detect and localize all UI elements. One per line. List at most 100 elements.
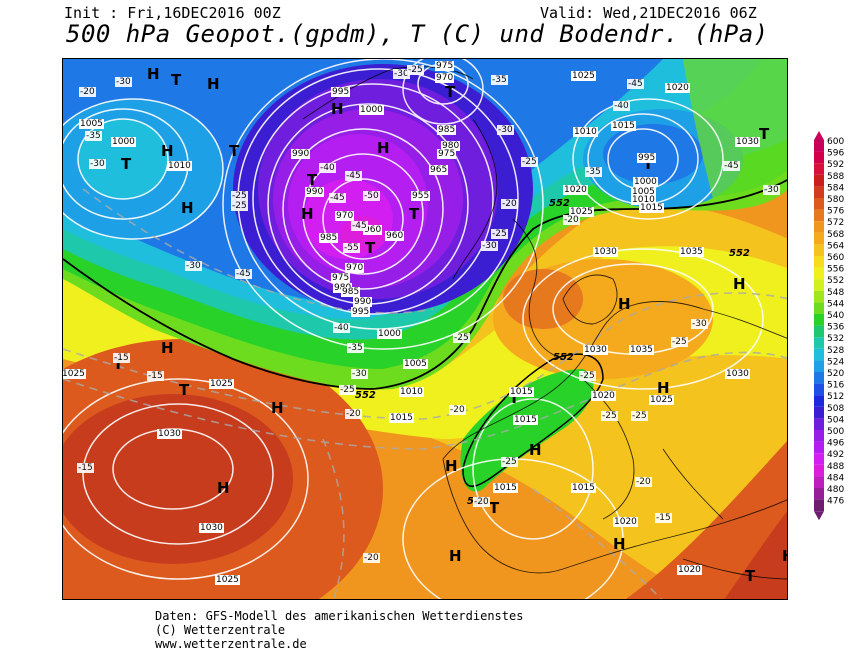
- legend-label: 476: [827, 497, 844, 507]
- isobar-label: 1020: [591, 391, 616, 401]
- legend-label: 508: [827, 404, 844, 414]
- legend-swatch: [814, 163, 824, 175]
- legend-swatch: [814, 348, 824, 361]
- temperature-label: -45: [627, 79, 644, 89]
- map-canvas: [63, 59, 787, 599]
- isobar-label: 970: [435, 73, 455, 83]
- legend-label: 500: [827, 427, 844, 437]
- legend-label: 556: [827, 265, 844, 275]
- isobar-label: 985: [341, 287, 361, 297]
- high-pressure-label: H: [529, 441, 542, 459]
- high-pressure-label: H: [657, 379, 670, 397]
- legend-label: 520: [827, 369, 844, 379]
- low-pressure-label: T: [121, 155, 132, 173]
- isobar-label: 965: [429, 165, 449, 175]
- temperature-label: -25: [231, 201, 248, 211]
- low-pressure-label: T: [509, 389, 520, 407]
- isobar-label: 1025: [571, 71, 596, 81]
- legend-label: 496: [827, 439, 844, 449]
- high-pressure-label: H: [618, 295, 631, 313]
- isobar-label: 1010: [167, 161, 192, 171]
- legend-label: 592: [827, 160, 844, 170]
- isobar-label: 1000: [633, 177, 658, 187]
- temperature-label: -25: [521, 157, 538, 167]
- field-darkred-se: [724, 511, 787, 599]
- init-time: Init : Fri,16DEC2016 00Z: [64, 4, 281, 22]
- legend-swatch: [814, 314, 824, 326]
- isobar-label: 1030: [583, 345, 608, 355]
- legend-label: 600: [827, 137, 844, 147]
- temperature-label: -20: [345, 409, 362, 419]
- legend-swatch: [814, 418, 824, 430]
- temperature-label: -30: [763, 185, 780, 195]
- footer-website[interactable]: www.wetterzentrale.de: [155, 637, 307, 651]
- legend-label: 524: [827, 357, 844, 367]
- weather-map: HHHHHHHHHHHHHHHHHHTTTTTTTTTTTTTT10051000…: [62, 58, 788, 600]
- legend-swatch: [814, 186, 824, 198]
- isobar-label: 1000: [377, 329, 402, 339]
- low-pressure-label: T: [409, 205, 420, 223]
- temperature-label: -25: [231, 191, 248, 201]
- isobar-label: 1035: [629, 345, 654, 355]
- legend-arrow-top: [814, 131, 824, 140]
- isotherms: [63, 188, 787, 599]
- high-pressure-label: H: [217, 479, 230, 497]
- legend-swatch: [814, 488, 824, 500]
- legend-swatch: [814, 476, 824, 488]
- temperature-label: -25: [407, 65, 424, 75]
- temperature-label: -30: [393, 69, 410, 79]
- temperature-label: -45: [235, 269, 252, 279]
- isobar-label: 1015: [493, 483, 518, 493]
- legend-swatch: [814, 395, 824, 407]
- high-pressure-label: H: [445, 457, 458, 475]
- legend-label: 596: [827, 149, 844, 159]
- valid-time: Valid: Wed,21DEC2016 06Z: [540, 4, 757, 22]
- temperature-label: -20: [563, 215, 580, 225]
- field-green-ne: [683, 59, 787, 206]
- temperature-label: -20: [449, 405, 466, 415]
- geopotential-label: 552: [549, 198, 570, 209]
- isobar-label: 1030: [735, 137, 760, 147]
- isobar-label: 1020: [677, 565, 702, 575]
- legend-label: 504: [827, 415, 844, 425]
- legend-label: 544: [827, 299, 844, 309]
- field-red-se: [625, 441, 787, 599]
- temperature-label: -40: [333, 323, 350, 333]
- geopotential-label: 552: [729, 248, 750, 259]
- isobar-label: 960: [363, 225, 383, 235]
- isobar-label: 985: [437, 125, 457, 135]
- low-pressure-label: T: [113, 355, 124, 373]
- legend-label: 528: [827, 346, 844, 356]
- temperature-label: -15: [147, 371, 164, 381]
- contour-552-med: [462, 353, 604, 488]
- isobar-label: 970: [345, 263, 365, 273]
- isobar-label: 1015: [639, 203, 664, 213]
- isobar-label: 1005: [631, 187, 656, 197]
- isobar-label: 1010: [399, 387, 424, 397]
- isobar-label: 955: [411, 191, 431, 201]
- temperature-label: -25: [601, 411, 618, 421]
- legend-swatch: [814, 441, 824, 454]
- legend-swatch: [814, 256, 824, 268]
- legend-swatch: [814, 430, 824, 442]
- high-pressure-label: H: [301, 205, 314, 223]
- legend-swatch: [814, 209, 824, 222]
- high-pressure-label: H: [613, 535, 626, 553]
- isobar-label: 1005: [79, 119, 104, 129]
- isobar-label: 1015: [509, 387, 534, 397]
- isobar-label: 1015: [571, 483, 596, 493]
- field-darkorange-ce: [503, 269, 583, 329]
- high-pressure-label: H: [782, 549, 787, 564]
- isobar-label: 975: [331, 273, 351, 283]
- legend-swatch: [814, 232, 824, 245]
- legend-label: 484: [827, 473, 844, 483]
- isobar-label: 1020: [665, 83, 690, 93]
- isobar-label: 1025: [209, 379, 234, 389]
- legend-label: 512: [827, 392, 844, 402]
- legend-label: 540: [827, 311, 844, 321]
- legend-swatch: [814, 290, 824, 303]
- temperature-label: -15: [113, 353, 130, 363]
- legend-label: 488: [827, 462, 844, 472]
- temperature-label: -15: [77, 463, 94, 473]
- legend-label: 480: [827, 485, 844, 495]
